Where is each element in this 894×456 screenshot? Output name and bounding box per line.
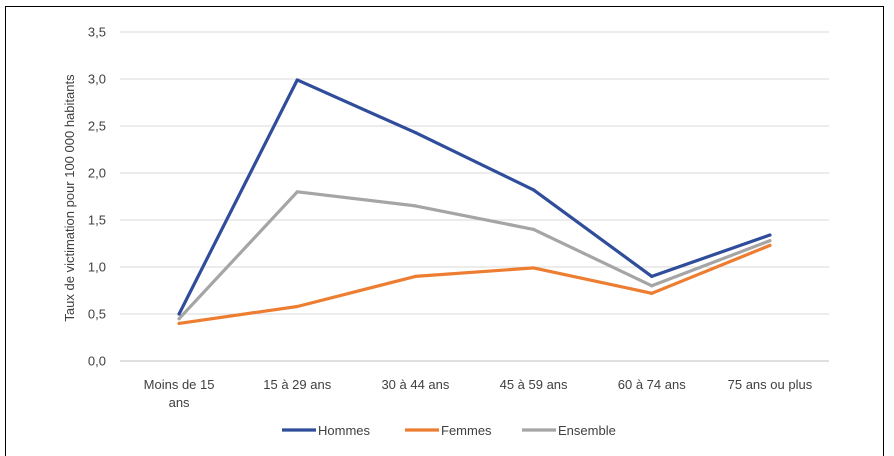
- data-point-femmes: [768, 243, 772, 247]
- data-point-ensemble: [295, 190, 299, 194]
- series-line-hommes: [177, 78, 772, 316]
- data-point-ensemble: [531, 227, 536, 231]
- series-line-ensemble: [177, 190, 772, 321]
- y-tick-label: 1,5: [88, 213, 106, 228]
- data-point-femmes: [531, 266, 536, 270]
- data-point-hommes: [177, 312, 181, 316]
- data-point-femmes: [413, 274, 418, 278]
- x-tick-label: 75 ans ou plus: [728, 377, 813, 392]
- data-point-ensemble: [177, 317, 181, 321]
- chart-frame: [5, 6, 884, 456]
- x-tick-label: Moins de 15 ans: [144, 377, 215, 410]
- data-point-femmes: [295, 304, 299, 309]
- x-tick-label: 60 à 74 ans: [618, 377, 686, 392]
- y-axis-ticks: 0,0 0,5 1,0 1,5 2,0 2,5 3,0 3,5: [88, 25, 106, 369]
- legend-label-hommes: Hommes: [318, 423, 371, 438]
- y-axis-label: Taux de victimation pour 100 000 habitan…: [62, 74, 77, 322]
- x-tick-label: 15 à 29 ans: [263, 377, 331, 392]
- data-point-hommes: [650, 274, 654, 278]
- data-point-ensemble: [768, 239, 772, 243]
- gridlines: [120, 31, 829, 362]
- data-point-hommes: [768, 233, 772, 237]
- y-tick-label: 2,0: [88, 166, 106, 181]
- y-tick-label: 0,0: [88, 354, 106, 369]
- data-point-ensemble: [413, 204, 418, 208]
- y-tick-label: 3,0: [88, 72, 106, 87]
- series-line-femmes: [177, 243, 772, 325]
- legend-label-ensemble: Ensemble: [558, 423, 616, 438]
- legend-label-femmes: Femmes: [441, 423, 492, 438]
- y-tick-label: 0,5: [88, 307, 106, 322]
- legend: Hommes Femmes Ensemble: [282, 423, 616, 438]
- data-point-femmes: [177, 321, 181, 325]
- series-lines: [177, 78, 772, 325]
- data-point-hommes: [295, 78, 299, 82]
- y-tick-label: 1,0: [88, 260, 106, 275]
- y-tick-label: 3,5: [88, 25, 106, 40]
- data-point-ensemble: [650, 284, 654, 288]
- data-point-hommes: [531, 188, 536, 192]
- x-tick-label: 30 à 44 ans: [381, 377, 449, 392]
- data-point-femmes: [650, 291, 654, 295]
- x-axis-ticks: Moins de 15 ans 15 à 29 ans 30 à 44 ans 45 à…: [144, 377, 813, 410]
- y-tick-label: 2,5: [88, 119, 106, 134]
- data-point-hommes: [413, 130, 418, 135]
- x-tick-label: 45 à 59 ans: [500, 377, 568, 392]
